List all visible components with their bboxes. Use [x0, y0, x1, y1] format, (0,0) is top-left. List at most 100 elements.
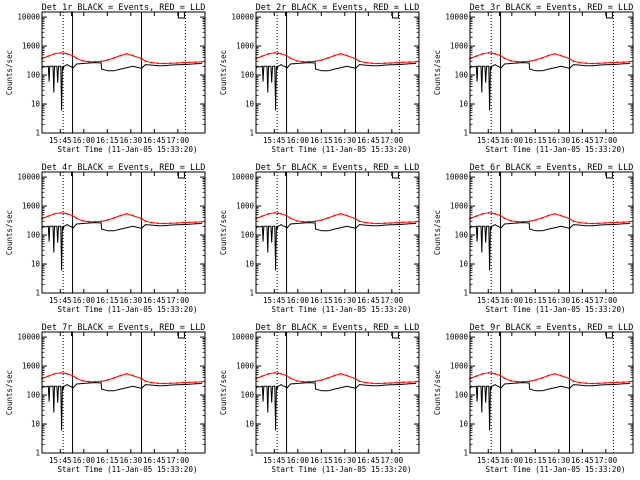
series-lld-point — [560, 214, 562, 217]
y-axis-label: Counts/sec — [5, 210, 14, 255]
series-events-line — [469, 62, 630, 111]
series-lld-point — [481, 212, 484, 215]
y-tick-label: 100 — [240, 71, 254, 80]
series-lld-point — [188, 221, 191, 224]
series-lld-point — [71, 214, 74, 217]
top-bracket-mark — [177, 332, 185, 339]
series-lld-point — [261, 215, 264, 218]
series-lld-point — [509, 379, 512, 382]
series-lld-point — [327, 377, 329, 379]
series-lld-point — [113, 377, 115, 379]
y-axis-label: Counts/sec — [219, 50, 228, 95]
series-lld-point — [285, 374, 288, 377]
series-lld-point — [568, 217, 571, 220]
series-lld-point — [261, 55, 264, 58]
top-bracket-mark — [391, 172, 399, 179]
series-lld-point — [578, 61, 581, 64]
series-lld-point — [499, 214, 502, 217]
series-lld-point — [389, 62, 392, 64]
series-lld-point — [475, 55, 478, 58]
x-tick-label: 17:00 — [595, 136, 618, 145]
series-lld-point — [320, 379, 323, 381]
panel-8r: Det 8r BLACK = Events, RED = LLD 1 10 100 10… — [219, 323, 420, 474]
series-lld-point — [628, 380, 631, 383]
series-lld-point — [402, 221, 405, 224]
x-tick-label: 16:30 — [120, 136, 143, 145]
series-lld-point — [194, 61, 197, 63]
x-tick-label: 16:30 — [548, 296, 571, 305]
y-tick-label: 1000 — [236, 202, 255, 211]
y-tick-label: 100 — [26, 231, 40, 240]
x-tick-label: 17:00 — [167, 296, 190, 305]
series-lld-point — [308, 60, 311, 63]
series-lld-point — [150, 221, 153, 224]
series-lld-point — [140, 217, 143, 220]
series-lld-point — [553, 372, 556, 375]
top-bracket-mark — [177, 12, 185, 19]
series-lld-point — [585, 62, 587, 65]
x-tick-label: 16:00 — [501, 136, 524, 145]
series-lld-point — [125, 52, 128, 55]
series-lld-point — [53, 372, 56, 375]
panel-title: Det 7r BLACK = Events, RED = LLD — [42, 323, 206, 333]
panel-title: Det 3r BLACK = Events, RED = LLD — [470, 3, 634, 13]
series-lld-line — [41, 52, 202, 65]
series-lld-point — [157, 62, 159, 65]
series-lld-line — [41, 212, 202, 225]
y-tick-label: 100 — [454, 231, 468, 240]
series-lld-point — [295, 59, 298, 62]
series-lld-point — [572, 60, 575, 63]
panel-5r: Det 5r BLACK = Events, RED = LLD 1 10 100 10… — [219, 163, 420, 314]
series-lld-point — [560, 374, 562, 377]
series-lld-point — [354, 377, 357, 380]
series-lld-point — [516, 60, 518, 63]
x-axis-label: Start Time (11-Jan-05 15:33:20) — [58, 145, 198, 154]
series-lld-point — [277, 372, 279, 375]
series-lld-point — [280, 372, 282, 375]
series-lld-point — [59, 372, 62, 374]
series-lld-point — [132, 54, 134, 57]
x-tick-label: 16:00 — [287, 296, 310, 305]
series-lld-point — [289, 57, 292, 60]
series-lld-point — [63, 52, 65, 55]
y-axis-label: Counts/sec — [433, 370, 442, 415]
y-tick-label: 1000 — [22, 42, 41, 51]
x-tick-label: 16:30 — [334, 136, 357, 145]
series-lld-point — [528, 380, 531, 383]
series-lld-point — [541, 377, 543, 379]
top-bracket-mark — [391, 12, 399, 19]
x-tick-label: 17:00 — [381, 456, 404, 465]
panel-title: Det 6r BLACK = Events, RED = LLD — [470, 163, 634, 173]
y-tick-label: 10 — [245, 100, 255, 109]
series-lld-point — [63, 372, 65, 375]
series-lld-point — [371, 62, 373, 65]
series-lld-point — [47, 375, 50, 378]
series-lld-point — [314, 380, 317, 383]
series-lld-point — [333, 374, 336, 377]
series-lld-point — [616, 381, 619, 384]
series-lld-point — [377, 222, 380, 225]
panel-6r: Det 6r BLACK = Events, RED = LLD 1 10 100 10… — [433, 163, 634, 314]
y-axis-label: Counts/sec — [433, 50, 442, 95]
y-axis-label: Counts/sec — [5, 370, 14, 415]
series-lld-point — [568, 377, 571, 380]
plot-frame — [255, 11, 420, 134]
plot-frame — [255, 171, 420, 294]
x-tick-label: 15:45 — [49, 296, 72, 305]
series-lld-point — [487, 212, 490, 214]
y-tick-label: 10000 — [445, 173, 468, 182]
series-lld-point — [491, 212, 493, 215]
series-lld-point — [499, 54, 502, 57]
series-lld-point — [516, 220, 518, 223]
y-tick-label: 1 — [35, 289, 40, 298]
top-bracket-mark — [605, 172, 613, 179]
series-lld-point — [81, 59, 84, 62]
series-events-line — [255, 382, 416, 431]
series-lld-point — [547, 374, 550, 377]
x-axis-label: Start Time (11-Jan-05 15:33:20) — [58, 465, 198, 474]
y-tick-label: 10 — [31, 100, 41, 109]
series-lld-point — [585, 222, 587, 225]
series-lld-point — [71, 374, 74, 377]
x-tick-label: 16:45 — [571, 456, 594, 465]
series-lld-point — [534, 379, 537, 381]
